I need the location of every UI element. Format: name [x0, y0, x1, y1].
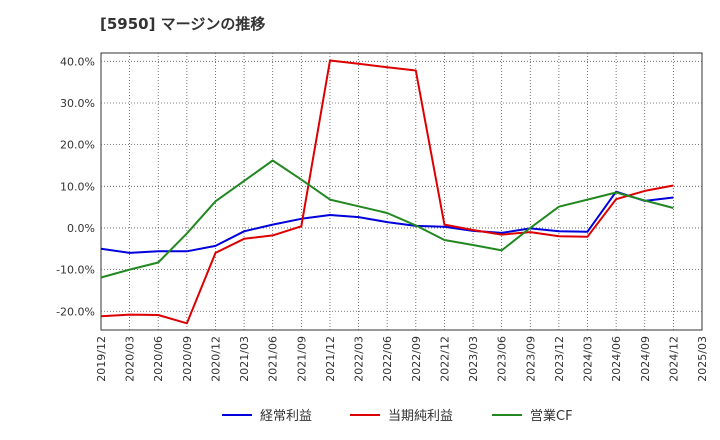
x-tick-label: 2021/09	[295, 336, 308, 382]
x-tick-label: 2023/09	[524, 336, 537, 382]
x-tick-label: 2024/03	[582, 336, 595, 382]
x-tick-label: 2020/03	[124, 336, 137, 382]
y-axis-ticks: 40.0% 30.0% 20.0% 10.0% 0.0% -10.0% -20.0%	[56, 55, 95, 318]
x-tick-label: 2022/12	[438, 336, 451, 382]
x-tick-label: 2024/12	[667, 336, 680, 382]
x-tick-label: 2021/06	[267, 336, 280, 382]
x-tick-label: 2023/03	[467, 336, 480, 382]
x-tick-label: 2020/09	[181, 336, 194, 382]
x-tick-label: 2025/03	[696, 336, 709, 382]
x-axis-ticks: 2019/12 2020/03 2020/06 2020/09 2020/12 2021/…	[95, 336, 709, 382]
y-tick-label: 20.0%	[60, 139, 95, 152]
x-tick-label: 2020/12	[209, 336, 222, 382]
y-tick-label: -20.0%	[56, 305, 95, 318]
legend-label: 経常利益	[260, 409, 312, 424]
x-tick-label: 2020/06	[152, 336, 165, 382]
legend-label: 当期純利益	[388, 409, 453, 424]
x-tick-label: 2022/09	[410, 336, 423, 382]
x-tick-label: 2023/12	[553, 336, 566, 382]
chart-title: [5950] マージンの推移	[100, 15, 266, 33]
legend: 経常利益 当期純利益 営業CF	[222, 408, 573, 424]
y-tick-label: 30.0%	[60, 97, 95, 110]
series-line-1	[100, 59, 674, 325]
y-tick-label: 10.0%	[60, 180, 95, 193]
y-tick-label: 0.0%	[67, 222, 95, 235]
x-tick-label: 2022/06	[381, 336, 394, 382]
y-tick-label: -10.0%	[56, 264, 95, 277]
x-tick-label: 2024/09	[639, 336, 652, 382]
x-tick-label: 2022/03	[353, 336, 366, 382]
series-line-0	[100, 190, 674, 254]
x-tick-label: 2023/06	[496, 336, 509, 382]
series-line-2	[100, 159, 674, 279]
y-tick-label: 40.0%	[60, 55, 95, 68]
x-tick-label: 2021/12	[324, 336, 337, 382]
x-tick-label: 2019/12	[95, 336, 108, 382]
plot-area	[100, 52, 703, 331]
series-lines	[100, 59, 674, 325]
legend-label: 営業CF	[530, 408, 573, 424]
x-tick-label: 2024/06	[610, 336, 623, 382]
x-tick-label: 2021/03	[238, 336, 251, 382]
